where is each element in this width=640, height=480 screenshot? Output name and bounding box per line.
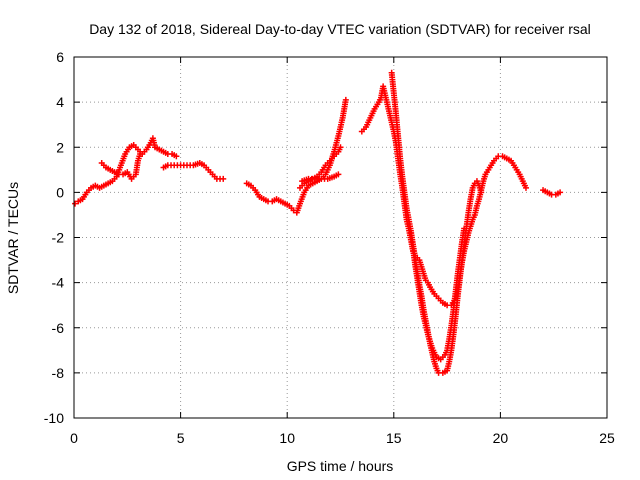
y-tick-label: -10 — [44, 410, 64, 426]
data-points — [72, 69, 564, 376]
data-point — [342, 96, 349, 103]
y-tick-label: -4 — [52, 275, 65, 291]
y-tick-label: 0 — [56, 184, 64, 200]
y-tick-label: -6 — [52, 320, 65, 336]
x-tick-label: 5 — [177, 430, 185, 446]
y-axis-title: SDTVAR / TECUs — [5, 182, 21, 294]
data-point — [522, 184, 529, 191]
data-point — [337, 144, 344, 151]
y-tick-label: 2 — [56, 139, 64, 155]
data-point — [220, 175, 227, 182]
data-point — [137, 151, 144, 158]
chart-title: Day 132 of 2018, Sidereal Day-to-day VTE… — [89, 21, 591, 37]
plot-frame — [73, 56, 608, 419]
y-tick-label: -2 — [52, 230, 65, 246]
y-tick-label: 4 — [56, 94, 64, 110]
x-tick-label: 20 — [493, 430, 509, 446]
x-tick-label: 25 — [599, 430, 615, 446]
x-tick-label: 15 — [386, 430, 402, 446]
x-tick-label: 10 — [279, 430, 295, 446]
y-tick-label: 6 — [56, 49, 64, 65]
x-tick-label: 0 — [70, 430, 78, 446]
y-tick-label: -8 — [52, 365, 65, 381]
data-point — [461, 225, 468, 232]
axis-ticks — [73, 56, 608, 419]
data-point — [478, 189, 485, 196]
grid-lines — [74, 57, 607, 418]
x-axis-title: GPS time / hours — [287, 458, 394, 474]
data-point — [173, 153, 180, 160]
data-point — [557, 189, 564, 196]
data-point — [335, 171, 342, 178]
data-point — [72, 200, 79, 207]
tick-labels: 0 5 10 15 20 25 -10 -8 -6 -4 -2 0 2 4 6 — [44, 49, 615, 446]
